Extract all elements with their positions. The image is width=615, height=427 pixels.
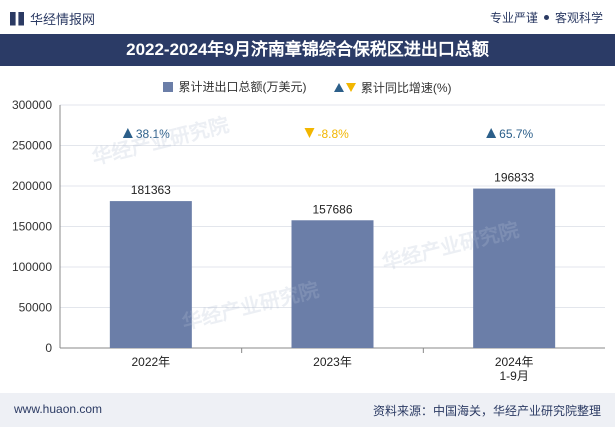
growth-down-marker bbox=[304, 128, 315, 138]
footer-source: 资料来源：中国海关，华经产业研究院整理 bbox=[372, 404, 601, 418]
legend-item-growth: 累计同比增速(%) bbox=[333, 79, 452, 96]
brand-name: 华经情报网 bbox=[30, 12, 96, 27]
legend-item-bar: 累计进出口总额(万美元) bbox=[163, 78, 306, 95]
y-tick-label: 150000 bbox=[12, 220, 52, 234]
slogan-left: 专业严谨 bbox=[489, 11, 538, 25]
x-tick-label: 2022年 bbox=[131, 355, 170, 369]
y-tick-label: 300000 bbox=[12, 98, 52, 112]
bar-value-label: 157686 bbox=[312, 202, 352, 216]
y-tick-label: 0 bbox=[45, 341, 52, 355]
x-tick-label: 2023年 bbox=[313, 355, 352, 369]
growth-label: 65.7% bbox=[499, 127, 533, 141]
legend-bar-label: 累计进出口总额(万美元) bbox=[178, 80, 307, 94]
legend-bar-swatch bbox=[163, 81, 174, 92]
triangle-down-icon bbox=[345, 82, 356, 92]
y-tick-label: 250000 bbox=[12, 139, 52, 153]
dot-separator-icon bbox=[543, 15, 549, 21]
y-tick-label: 100000 bbox=[12, 260, 52, 274]
bar-value-label: 181363 bbox=[131, 183, 171, 197]
growth-label: -8.8% bbox=[318, 127, 350, 141]
slogan: 专业严谨 客观科学 bbox=[490, 9, 603, 26]
top-bar: 华经情报网 专业严谨 客观科学 bbox=[0, 0, 615, 34]
x-tick-label: 2024年 bbox=[495, 355, 534, 369]
slogan-right: 客观科学 bbox=[554, 11, 603, 25]
bar-value-label: 196833 bbox=[494, 171, 534, 185]
y-tick-label: 50000 bbox=[19, 301, 53, 315]
bar bbox=[473, 188, 556, 348]
brand: 华经情报网 bbox=[10, 9, 95, 28]
triangle-up-icon bbox=[333, 82, 344, 92]
growth-label: 38.1% bbox=[136, 127, 170, 141]
growth-up-marker bbox=[122, 128, 133, 138]
bar bbox=[291, 220, 374, 348]
chart-title: 2022-2024年9月济南章锦综合保税区进出口总额 bbox=[0, 34, 615, 66]
legend-growth-label: 累计同比增速(%) bbox=[360, 80, 452, 95]
footer-url: www.huaon.com bbox=[14, 402, 103, 416]
legend: 累计进出口总额(万美元) 累计同比增速(%) bbox=[0, 78, 615, 96]
x-tick-label: 1-9月 bbox=[499, 369, 528, 383]
growth-up-marker bbox=[486, 128, 497, 138]
bar bbox=[109, 201, 192, 348]
y-tick-label: 200000 bbox=[12, 179, 52, 193]
footer: www.huaon.com 资料来源：中国海关，华经产业研究院整理 bbox=[0, 393, 615, 427]
